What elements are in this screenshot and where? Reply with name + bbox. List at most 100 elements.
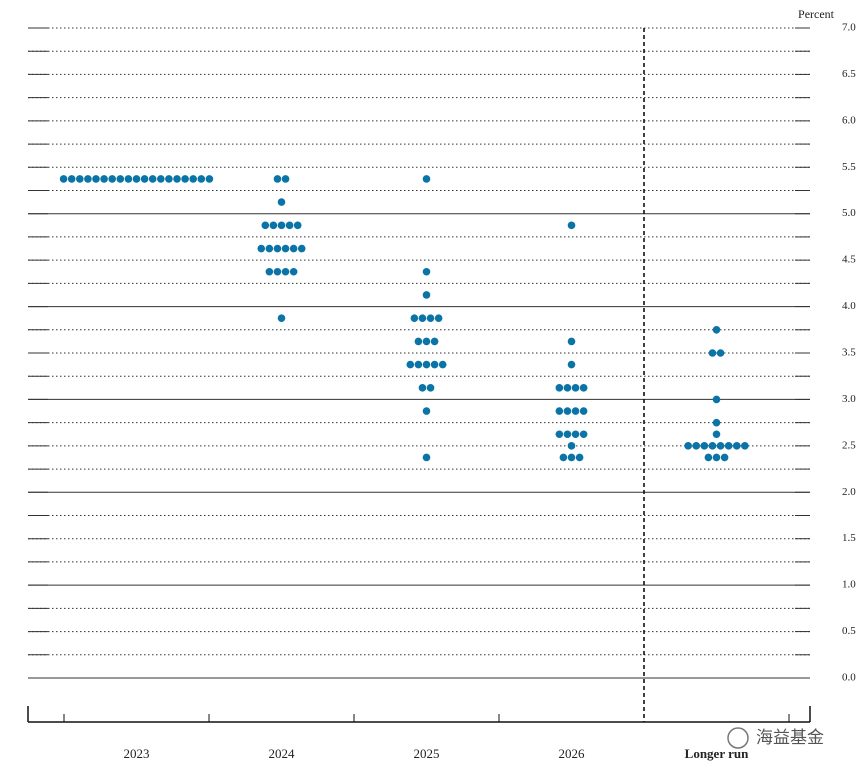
dot — [430, 337, 439, 346]
dot — [76, 175, 84, 183]
dot — [579, 407, 588, 415]
dot — [571, 384, 580, 392]
y-tick-label: 5.0 — [842, 207, 856, 219]
y-tick-label: 1.0 — [842, 579, 856, 591]
dot — [708, 349, 717, 357]
dot — [559, 453, 568, 462]
dot — [265, 267, 274, 276]
y-tick-label: 5.5 — [842, 161, 856, 173]
x-tick-label: 2025 — [414, 746, 440, 761]
dot — [555, 430, 564, 439]
dot — [281, 175, 290, 183]
dot — [293, 221, 302, 230]
dot — [414, 360, 423, 369]
dot — [422, 453, 431, 462]
dot — [567, 360, 576, 369]
dot — [712, 453, 721, 462]
y-tick-label: 0.0 — [842, 672, 856, 684]
dot — [273, 244, 282, 253]
dot — [567, 221, 576, 230]
dot — [579, 384, 588, 392]
dot — [732, 442, 741, 450]
dot — [724, 442, 733, 450]
dot — [297, 244, 306, 253]
y-tick-label: 3.5 — [842, 347, 856, 359]
dot — [261, 221, 270, 230]
dot — [181, 175, 189, 183]
dot — [165, 175, 173, 183]
y-tick-label: 3.0 — [842, 393, 856, 405]
dot — [406, 360, 415, 369]
dot — [712, 395, 721, 404]
dot — [567, 442, 576, 450]
dot — [100, 175, 108, 183]
dot — [257, 244, 266, 253]
dot — [84, 175, 92, 183]
dot — [438, 360, 447, 369]
dot — [418, 314, 427, 322]
dot — [712, 325, 721, 334]
dot — [712, 430, 721, 439]
dot — [132, 175, 141, 183]
dot — [148, 175, 157, 183]
watermark: 海益基金 — [756, 728, 824, 748]
y-tick-label: 4.0 — [842, 300, 856, 312]
y-tick-label: 0.5 — [842, 625, 856, 637]
dot — [704, 453, 713, 462]
dot — [285, 221, 294, 230]
dot — [269, 221, 278, 230]
dot — [108, 175, 116, 183]
y-tick-label: 7.0 — [842, 22, 856, 34]
dot — [426, 314, 435, 322]
dot — [422, 337, 431, 346]
dot — [92, 175, 100, 183]
y-tick-label: 1.5 — [842, 532, 856, 544]
dot — [567, 453, 576, 462]
dot — [277, 221, 286, 230]
dot — [418, 384, 427, 392]
x-tick-label: 2023 — [124, 746, 150, 761]
dot — [422, 407, 431, 415]
dot — [422, 360, 431, 369]
dot — [124, 175, 133, 183]
dot — [684, 442, 692, 450]
dot — [430, 360, 439, 369]
dot — [173, 175, 181, 183]
y-tick-label: 6.5 — [842, 68, 856, 80]
dot — [563, 384, 572, 392]
y-axis-label: Percent — [798, 7, 835, 21]
dot — [700, 442, 709, 450]
dot — [59, 175, 68, 183]
y-tick-label: 6.0 — [842, 114, 856, 126]
dot — [197, 175, 206, 183]
dot — [289, 267, 298, 276]
dot — [741, 442, 749, 450]
dot — [567, 337, 576, 346]
y-tick-label: 4.5 — [842, 254, 856, 266]
dot — [67, 175, 76, 183]
dot — [712, 418, 721, 427]
dot — [205, 175, 214, 183]
dot — [571, 430, 580, 439]
dot — [716, 349, 725, 357]
watermark-icon — [727, 727, 749, 749]
dot — [273, 175, 282, 183]
dot — [277, 314, 286, 322]
dot — [157, 175, 165, 183]
dot — [426, 384, 435, 392]
dot — [289, 244, 298, 253]
dot — [277, 198, 286, 206]
x-tick-label: 2026 — [559, 746, 586, 761]
dot — [716, 442, 725, 450]
dot — [414, 337, 423, 346]
dot — [410, 314, 419, 322]
dot — [563, 407, 572, 415]
y-tick-label: 2.0 — [842, 486, 856, 498]
dot — [708, 442, 717, 450]
dot — [575, 453, 584, 462]
y-tick-label: 2.5 — [842, 439, 856, 451]
dot — [281, 267, 290, 276]
dot — [189, 175, 197, 183]
dot — [422, 175, 431, 183]
